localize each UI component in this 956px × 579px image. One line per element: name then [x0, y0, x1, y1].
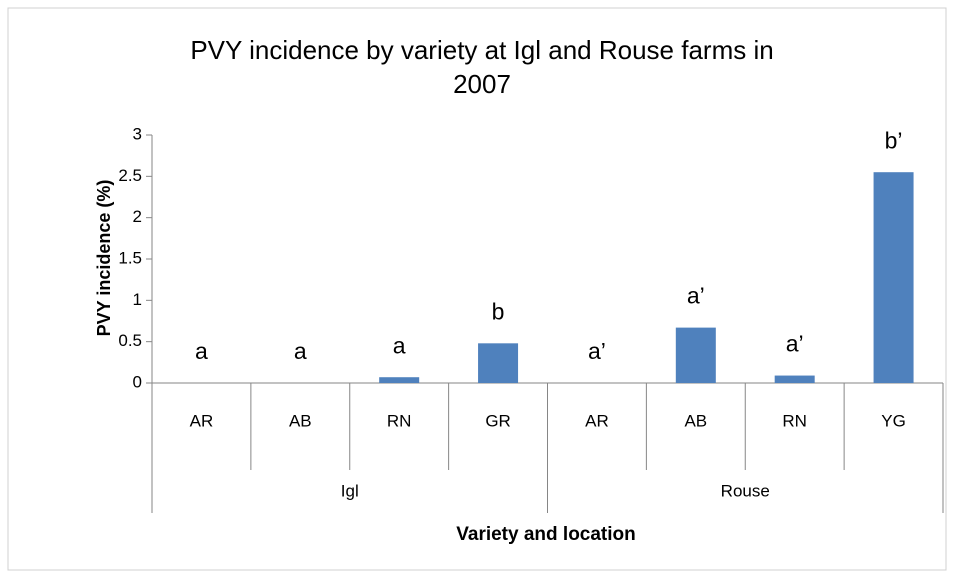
bar — [774, 375, 815, 383]
bar-annotation: b’ — [885, 127, 903, 153]
chart-title-line: PVY incidence by variety at Igl and Rous… — [190, 35, 773, 65]
bar-annotation: a’ — [588, 338, 606, 364]
chart-frame — [7, 7, 947, 571]
x-tick-label: YG — [881, 411, 906, 430]
bar-annotation: a’ — [786, 331, 804, 357]
x-tick-label: GR — [485, 411, 511, 430]
y-tick-label: 1.5 — [118, 248, 142, 267]
x-axis-label: Variety and location — [456, 524, 636, 545]
group-label: Rouse — [721, 481, 770, 500]
x-tick-label: RN — [387, 411, 412, 430]
y-tick-label: 3 — [133, 124, 142, 143]
bar-annotation: b — [492, 298, 505, 324]
bar — [478, 343, 519, 383]
y-tick-label: 2.5 — [118, 166, 142, 185]
bar — [873, 172, 914, 383]
x-tick-label: AR — [585, 411, 609, 430]
y-tick-label: 0 — [133, 372, 142, 391]
y-tick-label: 0.5 — [118, 331, 142, 350]
bar — [675, 327, 716, 383]
chart-title-line: 2007 — [453, 69, 511, 99]
y-tick-label: 1 — [133, 290, 142, 309]
bar-annotation: a — [294, 338, 307, 364]
x-tick-label: AB — [289, 411, 312, 430]
bar-annotation: a’ — [687, 283, 705, 309]
bar-annotation: a — [393, 332, 406, 358]
group-label: Igl — [341, 481, 359, 500]
x-tick-label: RN — [782, 411, 807, 430]
bar — [379, 377, 420, 383]
y-tick-label: 2 — [133, 207, 142, 226]
bar-annotation: a — [195, 338, 208, 364]
x-tick-label: AB — [684, 411, 707, 430]
y-axis-label: PVY incidence (%) — [94, 180, 114, 337]
x-tick-label: AR — [190, 411, 214, 430]
